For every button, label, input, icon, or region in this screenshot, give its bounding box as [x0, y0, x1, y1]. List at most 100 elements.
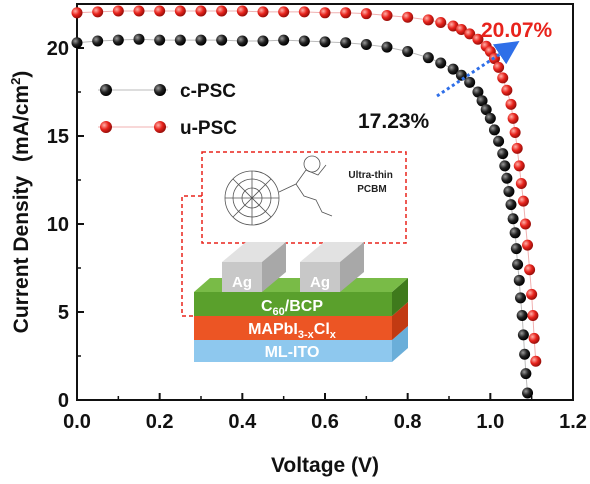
- data-point-u-psc: [517, 195, 529, 207]
- x-axis-title: Voltage (V): [271, 454, 379, 477]
- data-point-u-psc: [497, 72, 509, 84]
- data-point-c-psc: [174, 34, 186, 46]
- y-tick-label: 10: [47, 214, 69, 236]
- x-tick-label: 0.4: [228, 411, 257, 433]
- data-point-u-psc: [257, 6, 269, 18]
- ag-right-label: Ag: [310, 274, 330, 291]
- y-axis-title-unit: (mA/cm: [10, 85, 33, 162]
- data-point-c-psc: [402, 46, 414, 58]
- data-point-u-psc: [360, 8, 372, 20]
- data-point-u-psc: [447, 20, 459, 32]
- ag-left-top: [222, 242, 286, 262]
- data-point-u-psc: [298, 6, 310, 18]
- data-point-c-psc: [154, 34, 166, 46]
- legend-marker-c-left: [100, 84, 112, 96]
- y-tick-label: 15: [47, 126, 69, 148]
- data-point-c-psc: [515, 292, 527, 304]
- ito-label: ML-ITO: [265, 344, 320, 361]
- ag-left-label: Ag: [232, 274, 252, 291]
- data-point-c-psc: [513, 274, 525, 286]
- pce-label-u: 20.07%: [481, 19, 553, 42]
- data-point-c-psc: [497, 148, 509, 160]
- data-point-c-psc: [484, 112, 496, 124]
- data-point-c-psc: [476, 95, 488, 107]
- data-point-c-psc: [298, 35, 310, 47]
- perovskite-label-sub1: 3-x: [298, 329, 315, 341]
- data-point-u-psc: [505, 98, 517, 110]
- inset-layer-label-line1: Ultra-thin: [348, 170, 392, 181]
- data-point-u-psc: [526, 288, 538, 300]
- ag-right-top: [300, 242, 364, 262]
- data-point-c-psc: [499, 160, 511, 172]
- data-point-c-psc: [381, 41, 393, 53]
- data-point-u-psc: [340, 7, 352, 19]
- data-point-u-psc: [464, 28, 476, 40]
- data-point-c-psc: [480, 104, 492, 116]
- inset-layer-label: Ultra-thin PCBM: [348, 170, 395, 195]
- data-point-c-psc: [236, 35, 248, 47]
- data-point-c-psc: [257, 35, 269, 47]
- data-point-u-psc: [236, 5, 248, 17]
- data-point-c-psc: [505, 199, 517, 211]
- data-point-u-psc: [528, 332, 540, 344]
- ag-right-electrode: [300, 262, 340, 292]
- y-axis-title-unit-close: ): [10, 71, 33, 78]
- data-point-c-psc: [422, 52, 434, 64]
- series-c-psc: [71, 33, 534, 399]
- data-point-u-psc: [216, 5, 228, 17]
- data-point-u-psc: [507, 112, 519, 124]
- legend-label-u: u-PSC: [180, 118, 237, 139]
- c60-layer: [194, 292, 392, 316]
- data-point-u-psc: [519, 218, 531, 230]
- y-tick-label: 0: [58, 390, 69, 412]
- legend-marker-u-right: [154, 121, 166, 133]
- data-point-c-psc: [512, 258, 524, 270]
- perovskite-label-mid: Cl: [314, 321, 330, 338]
- data-point-u-psc: [195, 5, 207, 17]
- data-point-c-psc: [519, 348, 531, 360]
- inset-connector: [181, 195, 202, 317]
- perovskite-layer: [194, 316, 392, 340]
- data-point-u-psc: [511, 142, 523, 154]
- perovskite-label-sub2: x: [330, 329, 337, 341]
- x-tick-label: 0.6: [311, 411, 339, 433]
- legend-marker-c-right: [154, 84, 166, 96]
- legend-label-c: c-PSC: [180, 81, 236, 102]
- c60-label-main: C: [261, 298, 273, 315]
- data-point-c-psc: [488, 124, 500, 136]
- x-tick-label: 0.0: [63, 411, 91, 433]
- pcbm-molecule-icon: [224, 155, 333, 226]
- data-point-c-psc: [520, 368, 532, 380]
- data-point-u-psc: [381, 9, 393, 21]
- perovskite-label: MAPbI3-xClx: [248, 321, 337, 341]
- data-point-u-psc: [92, 6, 104, 18]
- y-axis-title-main: Current Density: [10, 175, 33, 333]
- ag-right-side: [340, 242, 364, 292]
- x-tick-label: 0.8: [394, 411, 422, 433]
- data-point-u-psc: [522, 239, 534, 251]
- data-point-c-psc: [435, 57, 447, 69]
- legend: c-PSC u-PSC: [98, 81, 237, 139]
- inset-layer-label-line2: PCBM: [357, 184, 386, 195]
- data-point-u-psc: [319, 7, 331, 19]
- data-point-u-psc: [422, 14, 434, 26]
- data-point-u-psc: [112, 5, 124, 17]
- data-point-c-psc: [493, 135, 505, 147]
- data-point-c-psc: [195, 34, 207, 46]
- ito-layer: [194, 340, 392, 362]
- pce-label-c: 17.23%: [358, 110, 430, 133]
- data-point-c-psc: [112, 34, 124, 46]
- data-point-c-psc: [340, 37, 352, 49]
- data-point-u-psc: [402, 11, 414, 23]
- data-point-u-psc: [524, 264, 536, 276]
- c60-label: C60/BCP: [261, 298, 323, 318]
- legend-marker-u-left: [100, 121, 112, 133]
- data-point-u-psc: [154, 5, 166, 17]
- data-point-c-psc: [503, 185, 515, 197]
- x-axis-ticks: 0.0 0.2 0.4 0.6 0.8 1.0 1.2: [63, 393, 587, 433]
- data-point-c-psc: [507, 213, 519, 225]
- data-point-c-psc: [360, 38, 372, 50]
- y-axis-ticks: 0 5 10 15 20: [47, 38, 84, 412]
- data-point-c-psc: [447, 63, 459, 75]
- data-point-u-psc: [174, 5, 186, 17]
